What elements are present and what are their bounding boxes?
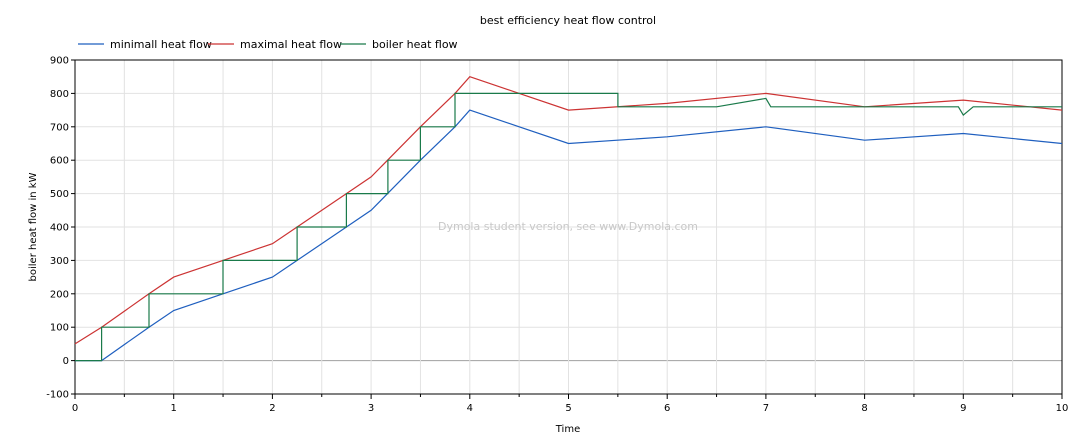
y-tick-label: 300 <box>50 256 69 267</box>
series-line-1 <box>75 109 1063 362</box>
y-tick-label: 900 <box>50 56 69 67</box>
x-tick-label: 9 <box>960 403 966 414</box>
series-group <box>74 76 1063 362</box>
x-tick-label: 2 <box>269 403 275 414</box>
chart-title: best efficiency heat flow control <box>480 14 656 27</box>
series-line-2 <box>74 76 1063 345</box>
y-tick-label: 700 <box>50 122 69 133</box>
x-tick-label: 3 <box>368 403 374 414</box>
y-tick-label: -100 <box>46 390 69 401</box>
y-axis-label: boiler heat flow in kW <box>28 172 39 281</box>
y-tick-label: 200 <box>50 289 69 300</box>
y-tick-label: 100 <box>50 323 69 334</box>
x-tick-label: 10 <box>1056 403 1069 414</box>
y-tick-label: 800 <box>50 89 69 100</box>
legend-label: boiler heat flow <box>372 38 458 51</box>
x-tick-label: 1 <box>171 403 177 414</box>
legend-label: minimall heat flow <box>110 38 212 51</box>
legend: minimall heat flow maximal heat flow boile… <box>78 38 458 51</box>
watermark-text: Dymola student version, see www.Dymola.c… <box>438 220 698 233</box>
series-line-3 <box>75 92 1062 362</box>
x-tick-label: 8 <box>861 403 867 414</box>
x-axis-label: Time <box>555 424 580 435</box>
x-tick-label: 5 <box>565 403 571 414</box>
x-tick-label: 4 <box>467 403 473 414</box>
legend-label: maximal heat flow <box>240 38 342 51</box>
y-tick-label: 400 <box>50 223 69 234</box>
x-tick-label: 6 <box>664 403 670 414</box>
y-tick-label: 500 <box>50 189 69 200</box>
y-tick-label: 600 <box>50 156 69 167</box>
y-tick-label: 0 <box>63 356 69 367</box>
x-tick-label: 7 <box>763 403 769 414</box>
x-tick-label: 0 <box>72 403 78 414</box>
